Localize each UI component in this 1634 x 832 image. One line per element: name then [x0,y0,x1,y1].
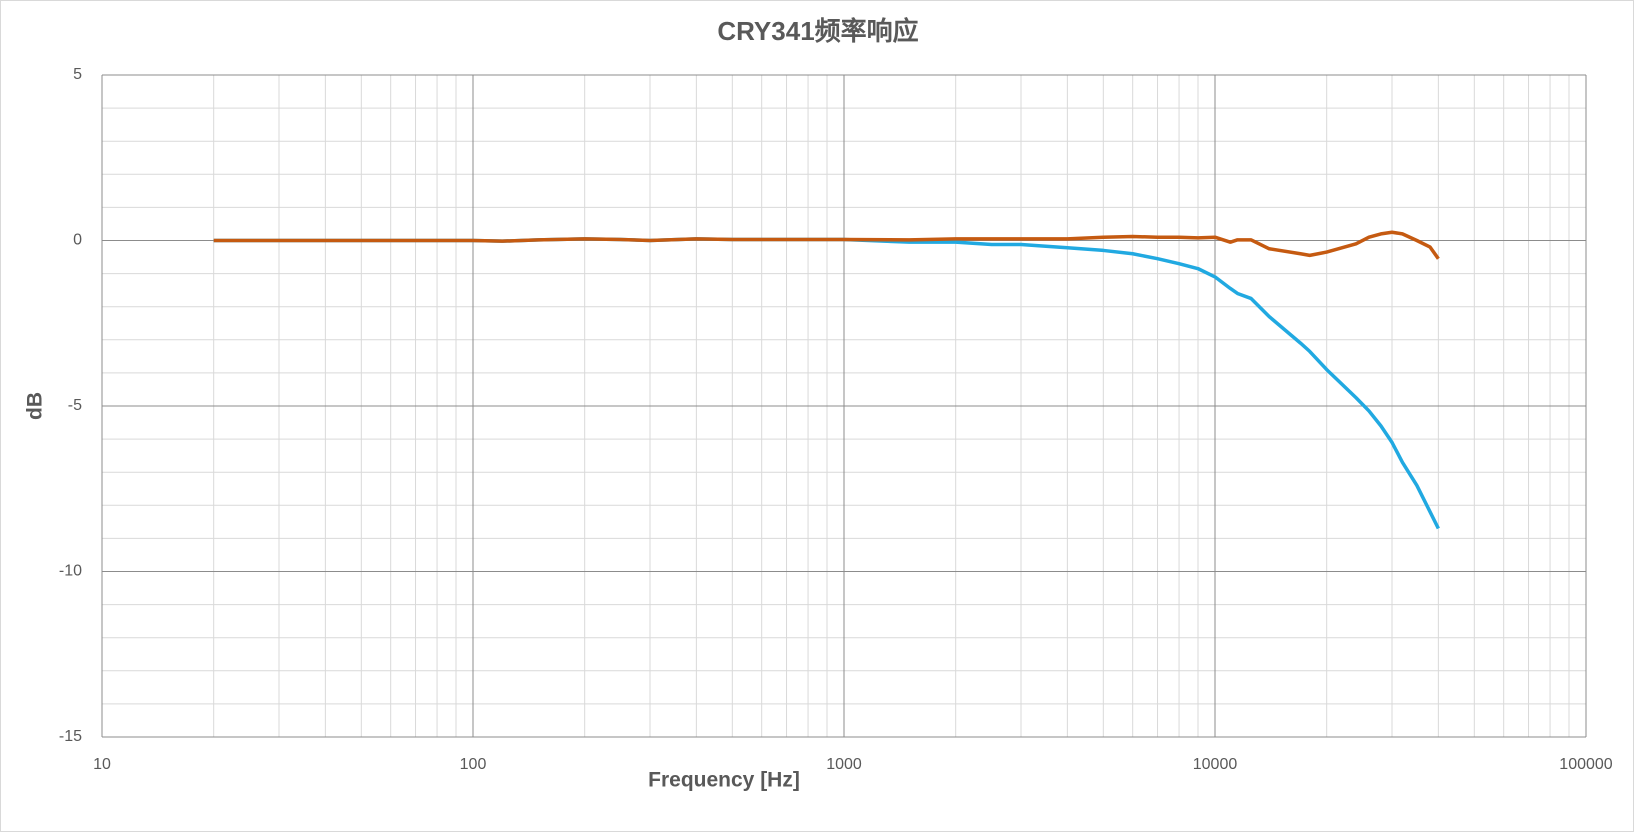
x-tick-label: 1000 [826,756,862,773]
y-axis-label: dB [24,392,47,420]
y-tick-label: -5 [68,397,82,414]
y-tick-label: 5 [73,66,82,83]
y-tick-label: -15 [59,728,82,745]
y-tick-label: 0 [73,232,82,249]
x-tick-label: 100 [460,756,487,773]
x-tick-label: 10000 [1193,756,1238,773]
y-tick-label: -10 [59,563,82,580]
chart-title: CRY341频率响应 [717,16,918,46]
x-axis-label: Frequency [Hz] [648,769,800,792]
x-tick-label: 10 [93,756,111,773]
x-tick-label: 100000 [1559,756,1612,773]
data-line [213,230,1440,260]
